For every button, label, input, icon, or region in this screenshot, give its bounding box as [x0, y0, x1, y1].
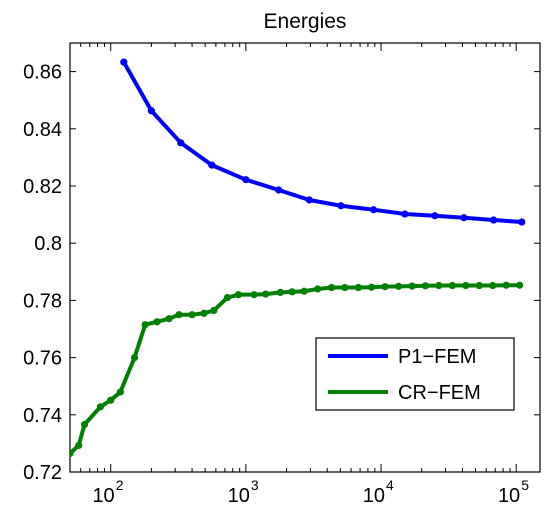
data-point-p1-fem: [242, 176, 250, 184]
x-tick-label: 10 2: [92, 477, 123, 507]
data-point-p1-fem: [460, 214, 468, 222]
series-cr-fem: [70, 281, 524, 458]
data-point-cr-fem: [70, 449, 74, 458]
data-point-cr-fem: [448, 281, 456, 290]
data-point-cr-fem: [165, 315, 173, 323]
data-point-cr-fem: [75, 441, 83, 450]
data-point-cr-fem: [116, 388, 125, 396]
legend-label-cr-fem: CR−FEM: [398, 382, 481, 404]
data-point-cr-fem: [421, 282, 430, 290]
data-point-cr-fem: [107, 396, 115, 404]
x-tick-label: 10 4: [363, 477, 394, 507]
y-tick-label: 0.72: [23, 462, 62, 484]
data-point-cr-fem: [489, 281, 497, 290]
legend-label-p1-fem: P1−FEM: [398, 346, 476, 368]
data-point-cr-fem: [502, 281, 510, 289]
data-point-p1-fem: [401, 210, 409, 218]
data-point-p1-fem: [518, 218, 526, 226]
data-point-cr-fem: [408, 282, 416, 290]
data-point-cr-fem: [175, 311, 183, 319]
y-tick-label: 0.78: [23, 290, 62, 312]
data-point-cr-fem: [341, 283, 349, 292]
legend-box: [315, 337, 515, 411]
chart-title: Energies: [264, 10, 347, 33]
data-point-cr-fem: [223, 293, 231, 302]
data-point-p1-fem: [208, 161, 216, 169]
y-tick-label: 0.74: [23, 405, 62, 427]
data-point-cr-fem: [435, 281, 443, 290]
y-tick-label: 0.8: [34, 233, 62, 255]
y-tick-label: 0.82: [23, 176, 62, 198]
data-point-cr-fem: [130, 354, 139, 362]
data-point-p1-fem: [489, 216, 498, 224]
series-p1-fem: [120, 58, 526, 226]
data-point-p1-fem: [431, 212, 439, 220]
data-point-cr-fem: [262, 290, 270, 298]
data-point-cr-fem: [96, 403, 105, 411]
series-layer: [70, 58, 526, 458]
x-tick-base: 10: [92, 485, 114, 507]
data-point-cr-fem: [395, 282, 403, 290]
data-point-cr-fem: [314, 285, 322, 293]
data-point-cr-fem: [80, 420, 89, 429]
y-tick-labels: 0.72 0.74 0.76 0.78 0.8 0.82 0.84 0.86: [23, 62, 62, 484]
y-tick-label: 0.86: [23, 62, 62, 84]
y-tick-label: 0.84: [23, 119, 62, 141]
x-tick-label: 10 3: [228, 477, 259, 507]
data-point-p1-fem: [305, 196, 313, 204]
x-tick-exponent: 2: [116, 477, 124, 493]
data-point-p1-fem: [120, 58, 128, 66]
x-tick-exponent: 4: [386, 477, 394, 493]
x-tick-labels: 10 2 10 3 10 4 10 5: [92, 477, 529, 507]
data-point-p1-fem: [337, 202, 345, 210]
x-tick-label: 10 5: [498, 477, 529, 507]
data-point-cr-fem: [516, 281, 524, 289]
data-point-p1-fem: [275, 186, 283, 194]
x-tick-exponent: 5: [521, 477, 529, 493]
series-line-p1-fem: [122, 61, 522, 225]
data-point-p1-fem: [147, 107, 155, 115]
data-point-cr-fem: [250, 291, 258, 299]
data-point-cr-fem: [300, 287, 308, 295]
data-point-cr-fem: [354, 283, 362, 292]
plot-frame: [69, 42, 541, 473]
data-point-cr-fem: [188, 311, 196, 319]
data-point-cr-fem: [462, 281, 470, 290]
data-point-cr-fem: [276, 288, 284, 296]
data-point-cr-fem: [141, 321, 149, 329]
axis-ticks: [69, 43, 540, 473]
data-point-cr-fem: [367, 283, 376, 291]
data-point-cr-fem: [153, 318, 161, 326]
data-point-cr-fem: [288, 288, 296, 296]
legend: P1−FEM CR−FEM: [315, 337, 515, 411]
data-point-cr-fem: [327, 283, 336, 292]
data-point-p1-fem: [177, 139, 185, 147]
x-tick-base: 10: [228, 485, 250, 507]
data-point-cr-fem: [210, 306, 218, 315]
data-point-cr-fem: [475, 281, 483, 290]
y-tick-label: 0.76: [23, 348, 62, 370]
data-point-cr-fem: [234, 291, 242, 299]
x-tick-base: 10: [363, 485, 385, 507]
x-tick-exponent: 3: [251, 477, 259, 493]
data-point-cr-fem: [200, 309, 208, 317]
data-point-p1-fem: [369, 206, 378, 214]
x-tick-base: 10: [498, 485, 520, 507]
data-point-cr-fem: [381, 283, 389, 291]
